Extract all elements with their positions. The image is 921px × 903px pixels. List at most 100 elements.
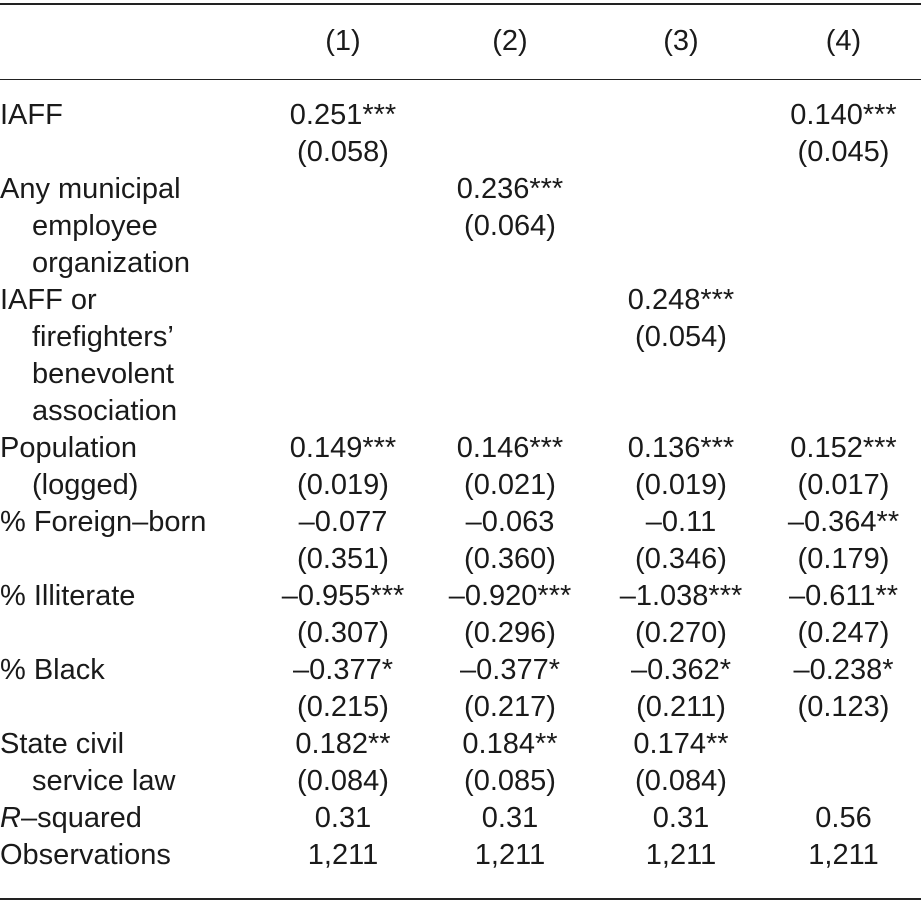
regression-table: (1) (2) (3) (4) IAFF 0.251*** (0.058) 0.140… [0, 23, 921, 874]
estimate-cell [766, 171, 921, 282]
row-label-line: Population [0, 432, 138, 464]
standard-error: (0.064) [464, 210, 556, 242]
variable-row: IAFF or firefighters’ benevolent associatio… [0, 282, 921, 430]
standard-error: (0.270) [635, 617, 727, 649]
coefficient: 0.174** [633, 728, 729, 760]
standard-error: (0.179) [797, 543, 890, 575]
row-label-line: % Foreign–born [0, 506, 207, 538]
estimate-cell: 0.248*** (0.054) [596, 282, 766, 430]
r-squared-row: R–squared 0.31 0.31 0.31 0.56 [0, 800, 921, 837]
estimate-cell: 0.136*** (0.019) [596, 430, 766, 504]
column-header: (4) [825, 25, 862, 57]
standard-error: (0.247) [797, 617, 890, 649]
estimate-cell: –0.955*** (0.307) [262, 578, 424, 652]
row-label-line: (logged) [32, 469, 139, 501]
estimate-cell: –0.077 (0.351) [262, 504, 424, 578]
coefficient: –0.063 [465, 506, 555, 538]
coefficient: 0.146*** [456, 432, 564, 464]
estimate-cell: 0.251*** (0.058) [262, 97, 424, 171]
standard-error: (0.085) [464, 765, 556, 797]
coefficient: 0.236*** [456, 173, 564, 205]
estimate-cell: –1.038*** (0.270) [596, 578, 766, 652]
estimate-cell [424, 97, 596, 171]
estimate-cell: –0.238* (0.123) [766, 652, 921, 726]
observations-label: Observations [0, 839, 171, 871]
stat-cell: 1,211 [808, 839, 879, 871]
r-squared-label-italic: R [0, 802, 21, 834]
coefficient: –0.611** [788, 580, 899, 612]
standard-error: (0.123) [797, 691, 890, 723]
row-label: Population (logged) [0, 430, 262, 504]
estimate-cell [262, 171, 424, 282]
variable-row: % Black –0.377* (0.215) –0.377* (0.217) –0.36… [0, 652, 921, 726]
estimate-cell: 0.174** (0.084) [596, 726, 766, 800]
observations-row: Observations 1,211 1,211 1,211 1,211 [0, 837, 921, 874]
top-rule [0, 3, 921, 5]
row-label-line: % Black [0, 654, 105, 686]
standard-error: (0.084) [635, 765, 727, 797]
row-label: % Black [0, 652, 262, 726]
row-label: Observations [0, 837, 262, 874]
standard-error: (0.211) [636, 691, 726, 723]
estimate-cell: 0.149*** (0.019) [262, 430, 424, 504]
column-header: (1) [325, 25, 361, 57]
coefficient: –0.377* [293, 654, 393, 686]
estimate-cell: 0.152*** (0.017) [766, 430, 921, 504]
estimate-cell: –0.063 (0.360) [424, 504, 596, 578]
row-label-line: Any municipal [0, 173, 181, 205]
standard-error: (0.019) [635, 469, 727, 501]
coefficient: –0.955*** [281, 580, 405, 612]
standard-error: (0.217) [464, 691, 556, 723]
stat-cell: 1,211 [474, 839, 546, 871]
standard-error: (0.019) [297, 469, 389, 501]
row-label: IAFF or firefighters’ benevolent associatio… [0, 282, 262, 430]
row-label-line: organization [32, 247, 190, 279]
standard-error: (0.058) [297, 136, 389, 168]
coefficient: –0.920*** [448, 580, 572, 612]
standard-error: (0.351) [297, 543, 389, 575]
coefficient: –0.077 [298, 506, 388, 538]
standard-error: (0.045) [797, 136, 890, 168]
standard-error: (0.084) [297, 765, 389, 797]
standard-error: (0.346) [635, 543, 727, 575]
corner-cell [0, 23, 262, 97]
estimate-cell [596, 97, 766, 171]
standard-error: (0.215) [297, 691, 389, 723]
coefficient: 0.149*** [289, 432, 397, 464]
estimate-cell: 0.182** (0.084) [262, 726, 424, 800]
variable-row: % Illiterate –0.955*** (0.307) –0.920*** (0.… [0, 578, 921, 652]
estimate-cell: 0.140*** (0.045) [766, 97, 921, 171]
estimate-cell [766, 282, 921, 430]
row-label-line: State civil [0, 728, 125, 760]
coefficient: –0.238* [793, 654, 894, 686]
estimate-cell: 0.146*** (0.021) [424, 430, 596, 504]
column-header-row: (1) (2) (3) (4) [0, 23, 921, 97]
row-label: % Illiterate [0, 578, 262, 652]
stat-cell: 0.56 [815, 802, 872, 834]
header-rule [0, 79, 921, 80]
coefficient: 0.152*** [790, 432, 897, 464]
standard-error: (0.307) [297, 617, 389, 649]
r-squared-label-rest: –squared [20, 802, 142, 834]
coefficient: –0.11 [645, 506, 717, 538]
stat-cell: 0.31 [652, 802, 710, 834]
bottom-rule [0, 898, 921, 900]
coefficient: 0.140*** [790, 99, 897, 131]
variable-row: State civil service law 0.182** (0.084) 0.18… [0, 726, 921, 800]
row-label-line: firefighters’ [32, 321, 174, 353]
variable-row: Any municipal employee organization 0.236**… [0, 171, 921, 282]
row-label-line: benevolent [32, 358, 174, 390]
estimate-cell: –0.377* (0.215) [262, 652, 424, 726]
stat-cell: 0.31 [314, 802, 372, 834]
row-label-line: employee [32, 210, 158, 242]
estimate-cell: 0.184** (0.085) [424, 726, 596, 800]
row-label: Any municipal employee organization [0, 171, 262, 282]
row-label: R–squared [0, 800, 262, 837]
row-label: State civil service law [0, 726, 262, 800]
variable-row: IAFF 0.251*** (0.058) 0.140*** (0.045) [0, 97, 921, 171]
row-label-line: IAFF or [0, 284, 97, 316]
estimate-cell: –0.611** (0.247) [766, 578, 921, 652]
row-label-line: IAFF [0, 99, 63, 131]
row-label-line: association [32, 395, 178, 427]
